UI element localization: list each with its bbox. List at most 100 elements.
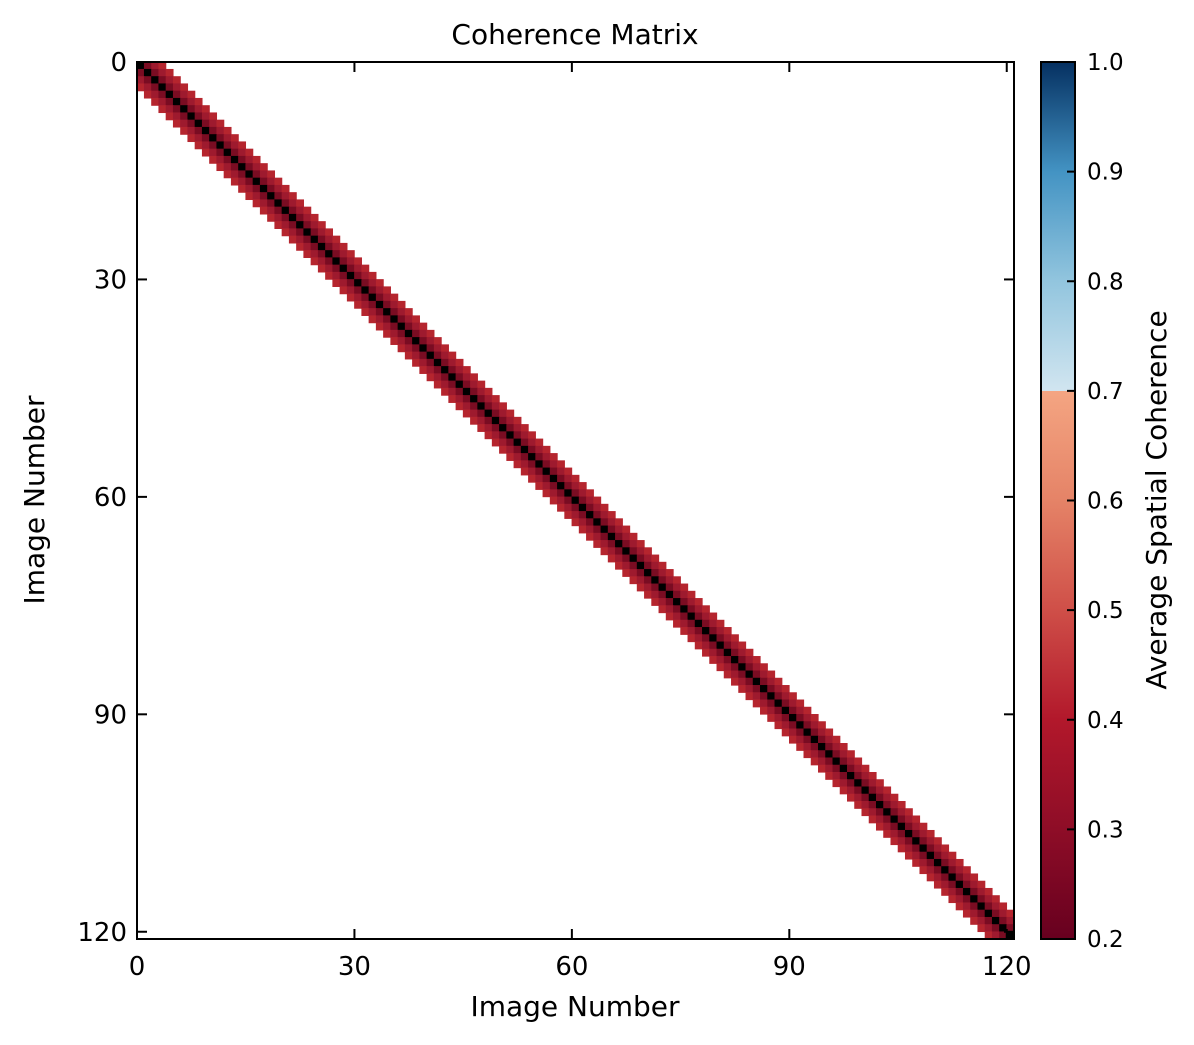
heatmap-cell xyxy=(303,206,312,215)
heatmap-cell xyxy=(941,887,950,896)
y-axis-label: Image Number xyxy=(18,395,51,605)
y-tick-label: 90 xyxy=(94,700,127,730)
heatmap-cell xyxy=(238,163,247,172)
heatmap-cell xyxy=(506,416,515,425)
heatmap-cell xyxy=(890,815,899,824)
heatmap-cell xyxy=(209,141,218,150)
heatmap-cell xyxy=(477,402,486,411)
colorbar-ticks: 0.2 0.3 0.4 0.5 0.6 0.7 0.8 0.9 1.0 xyxy=(1067,50,1124,953)
heatmap-cell xyxy=(796,706,805,715)
heatmap-cell xyxy=(861,779,870,788)
heatmap-cell xyxy=(760,670,768,679)
heatmap-cell xyxy=(390,322,399,331)
heatmap-cell xyxy=(760,685,768,693)
heatmap-cell xyxy=(600,547,609,556)
heatmap-cell xyxy=(803,721,812,730)
heatmap-cell xyxy=(201,134,210,143)
heatmap-cell xyxy=(180,119,189,128)
heatmap-cell xyxy=(847,772,855,780)
heatmap-cell xyxy=(390,337,399,345)
heatmap-cell xyxy=(325,264,333,273)
heatmap-cell xyxy=(325,257,333,266)
heatmap-cell xyxy=(375,322,384,331)
heatmap-cell xyxy=(462,373,471,382)
heatmap-cell xyxy=(651,561,660,570)
heatmap-cell xyxy=(499,431,507,440)
heatmap-cell xyxy=(875,808,884,817)
heatmap-cell xyxy=(629,576,638,585)
heatmap-cell xyxy=(317,242,326,251)
heatmap-cell xyxy=(890,837,899,846)
heatmap-cell xyxy=(368,308,377,316)
heatmap-cell xyxy=(904,851,913,860)
heatmap-cell xyxy=(875,815,884,824)
heatmap-cell xyxy=(172,76,181,85)
heatmap-cell xyxy=(875,779,884,788)
heatmap-cell xyxy=(919,822,928,831)
heatmap-cell xyxy=(760,663,768,672)
heatmap-cell xyxy=(578,518,587,527)
heatmap-cell xyxy=(789,706,797,715)
heatmap-cell xyxy=(267,184,276,193)
heatmap-cell xyxy=(491,438,500,447)
heatmap-cell xyxy=(158,97,167,106)
heatmap-cell xyxy=(491,416,500,425)
heatmap-cell xyxy=(441,366,449,374)
heatmap-cell xyxy=(636,561,645,570)
heatmap-cell xyxy=(615,554,623,563)
heatmap-cell xyxy=(383,308,391,316)
heatmap-cell xyxy=(172,119,181,128)
heatmap-cell xyxy=(803,706,812,715)
heatmap-cell xyxy=(716,634,725,643)
heatmap-cell xyxy=(709,656,718,664)
heatmap-cell xyxy=(810,743,819,751)
heatmap-cell xyxy=(818,764,826,773)
heatmap-cell xyxy=(332,235,341,244)
heatmap-cell xyxy=(455,402,464,411)
heatmap-cell xyxy=(172,112,181,121)
heatmap-cell xyxy=(448,373,457,382)
heatmap-cell xyxy=(158,61,167,70)
heatmap-cell xyxy=(368,271,377,280)
heatmap-cell xyxy=(694,627,703,635)
heatmap-cell xyxy=(578,489,587,498)
heatmap-cell xyxy=(933,837,942,846)
heatmap-cell xyxy=(673,576,681,585)
heatmap-cell xyxy=(999,924,1008,933)
heatmap-cell xyxy=(259,177,268,186)
heatmap-cell xyxy=(564,474,573,483)
heatmap-cell xyxy=(810,757,819,766)
heatmap-cell xyxy=(883,829,892,838)
heatmap-cell xyxy=(346,293,355,302)
y-tick-label: 30 xyxy=(94,265,127,295)
heatmap-cell xyxy=(462,380,471,389)
heatmap-cell xyxy=(339,279,348,287)
heatmap-cell xyxy=(339,257,348,266)
heatmap-cell xyxy=(933,844,942,853)
heatmap-cell xyxy=(187,126,196,135)
heatmap-cell xyxy=(535,438,544,447)
heatmap-cell xyxy=(810,750,819,759)
heatmap-cell xyxy=(209,126,218,135)
heatmap-cell xyxy=(296,235,304,244)
heatmap-cell xyxy=(368,293,377,302)
heatmap-cell xyxy=(557,496,565,505)
heatmap-cell xyxy=(984,916,993,925)
heatmap-cell xyxy=(810,721,819,730)
heatmap-cell xyxy=(143,76,152,85)
heatmap-cell xyxy=(731,648,739,657)
heatmap-cell xyxy=(600,518,609,527)
heatmap-cell xyxy=(796,735,805,744)
heatmap-cell xyxy=(723,641,732,650)
heatmap-cell xyxy=(267,199,276,208)
heatmap-cell xyxy=(854,793,863,802)
heatmap-cell xyxy=(361,308,370,316)
heatmap-cell xyxy=(665,612,674,621)
heatmap-cell xyxy=(774,706,783,715)
heatmap-cell xyxy=(433,358,442,367)
heatmap-cell xyxy=(325,235,333,244)
heatmap-cell xyxy=(970,916,979,925)
heatmap-cell xyxy=(151,68,160,77)
heatmap-cell xyxy=(962,909,971,918)
heatmap-cell xyxy=(470,416,478,425)
